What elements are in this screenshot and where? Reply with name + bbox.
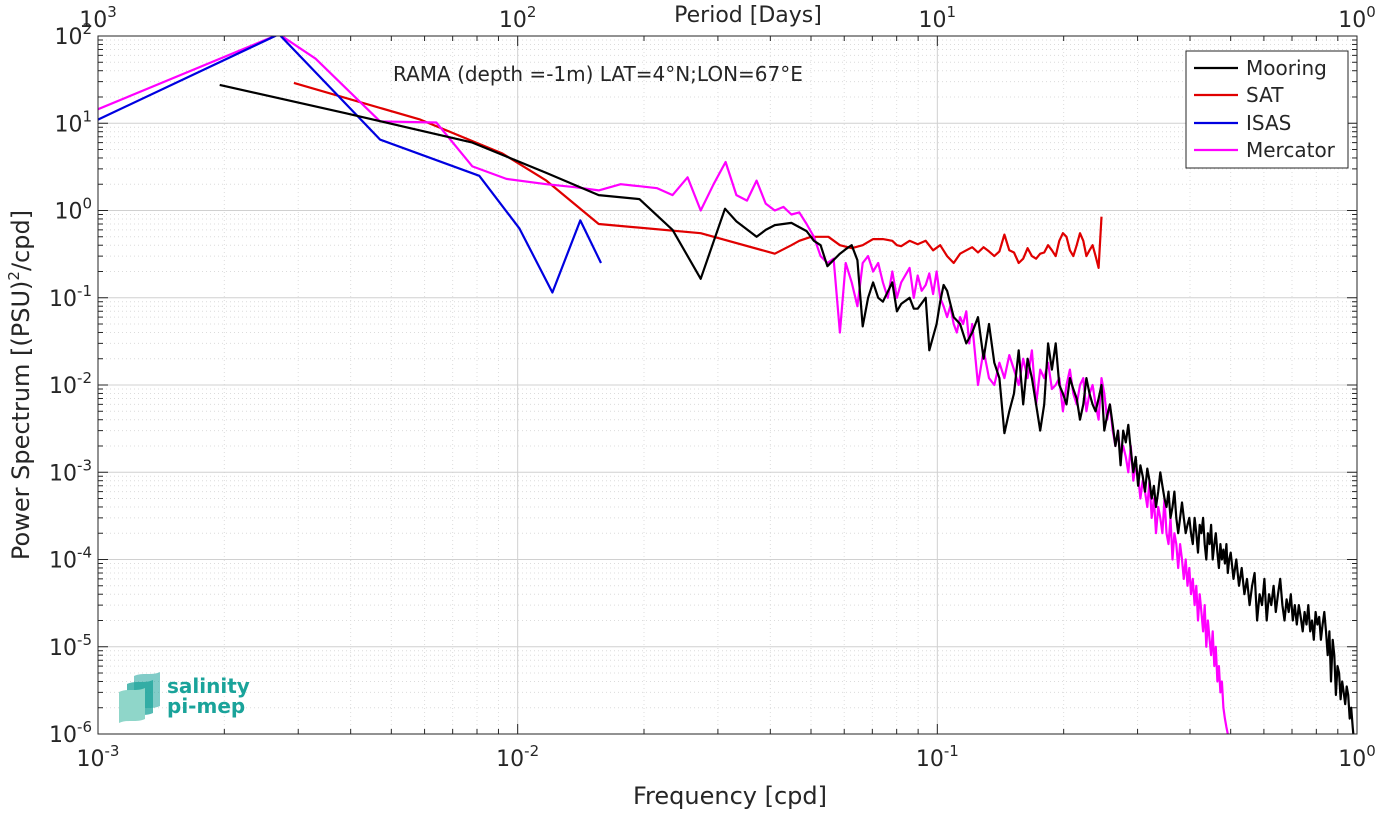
top-axis-title: Period [Days] (674, 3, 822, 28)
logo-text-salinity: salinity (167, 674, 250, 698)
legend-label-sat: SAT (1246, 83, 1284, 107)
salinity-pi-mep-logo: salinity pi-mep (119, 672, 250, 723)
x-tick-label: 10-3 (77, 742, 120, 772)
logo-wave-front (119, 688, 145, 723)
series-layer (98, 36, 1355, 734)
x-tick-label: 100 (1338, 742, 1376, 772)
top-tick-label: 100 (1338, 3, 1376, 33)
legend-label-mooring: Mooring (1246, 56, 1327, 80)
salinity-waves-logo-icon (119, 672, 160, 723)
y-axis-title-prefix: Power Spectrum [(PSU) (7, 281, 35, 560)
y-tick-label: 101 (54, 107, 92, 137)
x-tick-labels: 10-3 10-2 10-1 100 (77, 742, 1376, 772)
series-line-isas (98, 36, 602, 294)
legend-label-mercator: Mercator (1246, 138, 1336, 162)
y-axis-title-suffix: /cpd] (7, 210, 35, 271)
x-tick-label: 10-1 (916, 742, 959, 772)
series-line-mercator (98, 36, 1229, 734)
y-tick-label: 10-1 (49, 282, 92, 312)
series-line-sat (293, 81, 1103, 269)
x-axis-title: Frequency [cpd] (633, 782, 827, 809)
y-axis-title: Power Spectrum [(PSU)2/cpd] (5, 210, 35, 560)
y-tick-label: 10-4 (49, 544, 92, 574)
y-tick-label: 10-6 (49, 718, 92, 748)
series-line-mooring (219, 83, 1355, 734)
y-axis-title-superscript: 2 (5, 271, 23, 281)
y-tick-labels: 102 101 100 10-1 10-2 10-3 10-4 10-5 10-6 (49, 20, 92, 748)
legend-label-isas: ISAS (1246, 111, 1291, 135)
y-tick-label: 10-3 (49, 456, 92, 486)
y-tick-label: 102 (54, 20, 92, 50)
top-tick-label: 103 (79, 3, 117, 33)
chart-annotation: RAMA (depth =-1m) LAT=4°N;LON=67°E (393, 62, 803, 86)
top-tick-labels: 103 102 101 100 (79, 3, 1376, 33)
y-tick-label: 100 (54, 195, 92, 225)
top-tick-label: 102 (499, 3, 537, 33)
logo-text-pi-mep: pi-mep (167, 694, 245, 718)
y-tick-label: 10-5 (49, 631, 92, 661)
top-tick-label: 101 (919, 3, 957, 33)
x-tick-label: 10-2 (496, 742, 539, 772)
legend-box (1185, 50, 1349, 169)
legend: Mooring SAT ISAS Mercator (1185, 50, 1349, 169)
tick-marks (97, 35, 1358, 735)
y-tick-label: 10-2 (49, 369, 92, 399)
